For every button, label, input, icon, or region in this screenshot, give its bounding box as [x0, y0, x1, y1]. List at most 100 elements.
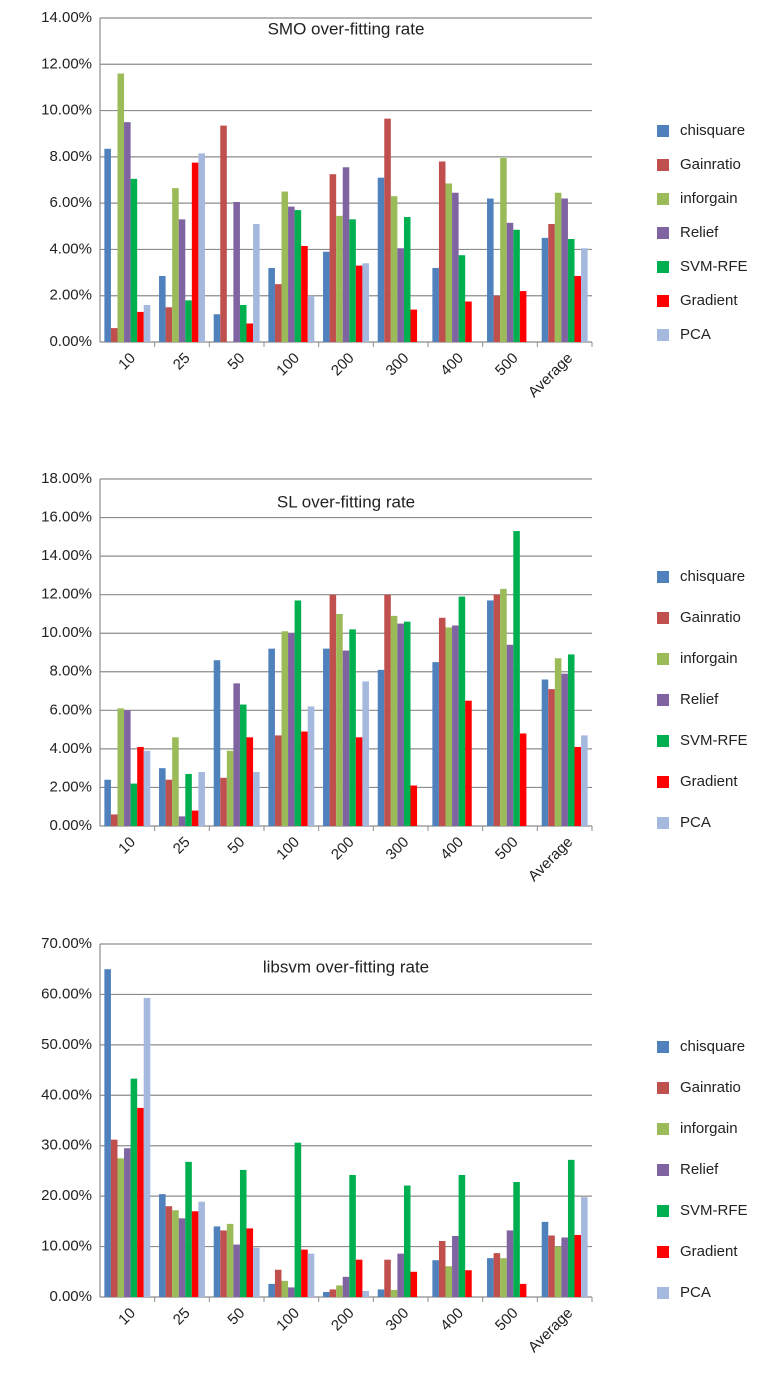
bar — [342, 167, 350, 342]
bar — [281, 631, 289, 826]
bar — [329, 1289, 337, 1297]
legend-swatch — [657, 653, 669, 665]
bar — [574, 276, 582, 342]
y-tick-label: 0.00% — [49, 333, 92, 350]
x-tick-label: 50 — [224, 834, 248, 858]
bar — [226, 750, 234, 826]
y-tick-label: 30.00% — [41, 1137, 92, 1154]
chart-title: SMO over-fitting rate — [268, 19, 425, 38]
bar — [165, 1206, 173, 1297]
legend-label: SVM-RFE — [680, 732, 748, 749]
bar — [110, 328, 118, 342]
bar — [377, 177, 385, 342]
bar — [104, 969, 111, 1297]
bar — [581, 248, 588, 342]
bar — [253, 772, 260, 826]
bar — [377, 669, 385, 826]
bar — [220, 125, 227, 342]
y-tick-label: 18.00% — [41, 470, 92, 487]
bar — [172, 1210, 179, 1297]
x-tick-label: 300 — [383, 834, 413, 864]
bar — [554, 192, 562, 342]
x-tick-label: 500 — [492, 1305, 522, 1335]
bar — [233, 683, 240, 826]
bar — [274, 735, 282, 826]
bar — [493, 1253, 501, 1297]
bar — [349, 1174, 356, 1297]
legend-label: inforgain — [680, 190, 738, 207]
legend-swatch — [657, 571, 669, 583]
x-tick-label: 100 — [273, 834, 303, 864]
bar — [191, 1211, 199, 1297]
bar — [323, 648, 330, 826]
y-tick-label: 16.00% — [41, 509, 92, 526]
bar — [178, 219, 186, 342]
bar — [355, 737, 363, 826]
bar — [561, 1237, 568, 1297]
y-tick-label: 6.00% — [49, 194, 92, 211]
legend-label: Relief — [680, 224, 719, 241]
bar — [329, 594, 337, 826]
bar — [268, 267, 275, 342]
bar — [554, 658, 562, 826]
x-tick-label: 10 — [115, 1305, 139, 1329]
bar — [384, 118, 391, 343]
bar — [384, 594, 391, 826]
legend-swatch — [657, 227, 669, 239]
bar — [541, 1221, 549, 1297]
bar — [397, 248, 404, 342]
bar — [519, 733, 527, 826]
bar — [458, 255, 466, 342]
bar — [432, 1260, 439, 1297]
bar — [213, 1226, 221, 1297]
bar — [137, 1107, 144, 1297]
y-tick-label: 50.00% — [41, 1036, 92, 1053]
bar — [110, 1139, 118, 1297]
bar — [349, 219, 356, 342]
bar — [246, 737, 254, 826]
chart: 0.00% 2.00% 4.00% 6.00% 8.00% 10.00% 12.00% 14.… — [41, 470, 747, 885]
bar — [403, 621, 411, 826]
y-tick-label: 40.00% — [41, 1086, 92, 1103]
bar — [554, 1246, 562, 1297]
x-tick-label: 500 — [492, 350, 522, 380]
bar — [143, 304, 151, 342]
legend-label: inforgain — [680, 1120, 738, 1137]
bar — [445, 183, 453, 342]
bar — [445, 1266, 453, 1297]
y-tick-label: 6.00% — [49, 701, 92, 718]
y-tick-label: 0.00% — [49, 1288, 92, 1305]
bar — [172, 188, 179, 342]
bar — [513, 531, 520, 826]
bar — [452, 192, 459, 342]
y-tick-label: 12.00% — [41, 586, 92, 603]
bar — [288, 1287, 295, 1297]
bar — [390, 615, 398, 826]
bar — [253, 1247, 260, 1297]
bar — [329, 174, 337, 342]
bar — [506, 644, 514, 826]
legend-swatch — [657, 295, 669, 307]
y-tick-label: 60.00% — [41, 985, 92, 1002]
legend-swatch — [657, 776, 669, 788]
bar — [220, 777, 227, 826]
bar — [390, 196, 398, 342]
legend-label: Gainratio — [680, 156, 741, 173]
bar — [541, 679, 549, 826]
legend-label: Gainratio — [680, 1079, 741, 1096]
bar — [233, 1244, 240, 1297]
legend-label: chisquare — [680, 568, 745, 585]
legend-swatch — [657, 1082, 669, 1094]
bar — [268, 1283, 275, 1297]
y-tick-label: 0.00% — [49, 817, 92, 834]
bar — [274, 284, 282, 342]
bar — [110, 814, 118, 826]
bar — [349, 629, 356, 826]
y-tick-label: 14.00% — [41, 9, 92, 26]
bar — [397, 623, 404, 826]
bar — [465, 1270, 472, 1297]
x-tick-label: 400 — [437, 1305, 467, 1335]
bar — [548, 689, 555, 826]
bar — [185, 1161, 192, 1297]
